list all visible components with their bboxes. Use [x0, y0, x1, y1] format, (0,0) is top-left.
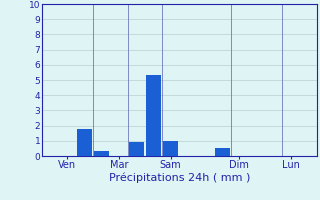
Bar — [94, 151, 109, 156]
Bar — [129, 142, 143, 156]
Bar — [146, 75, 161, 156]
Bar — [215, 148, 229, 156]
Bar — [163, 141, 178, 156]
Bar — [77, 129, 92, 156]
X-axis label: Précipitations 24h ( mm ): Précipitations 24h ( mm ) — [108, 173, 250, 183]
